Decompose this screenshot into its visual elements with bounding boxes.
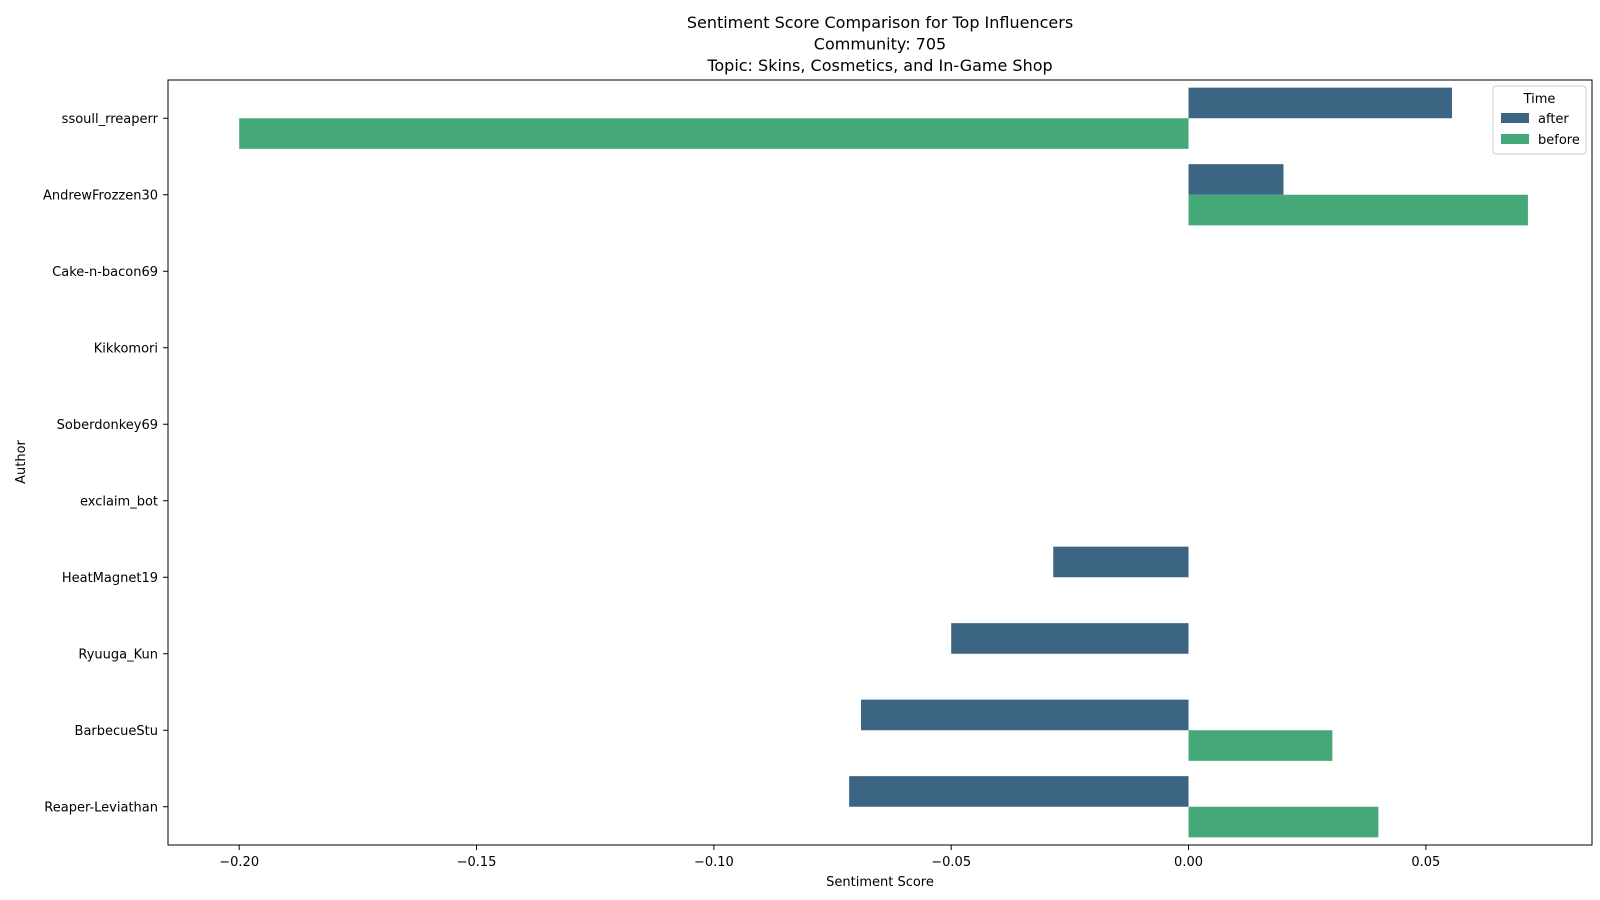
y-tick-label: Kikkomori [94, 341, 158, 356]
x-tick-label: 0.00 [1174, 855, 1203, 870]
y-axis-ticks: ssoull_rreaperr AndrewFrozzen30 Cake-n-bac… [43, 112, 168, 815]
x-tick-label: −0.15 [457, 855, 497, 870]
legend-title: Time [1523, 92, 1556, 107]
bar-after [1188, 164, 1284, 195]
bar-after [1188, 87, 1452, 119]
y-axis-label: Author [14, 439, 29, 483]
title-line: Topic: Skins, Cosmetics, and In-Game Sho… [706, 56, 1052, 75]
bar-after [861, 699, 1189, 731]
title-line: Sentiment Score Comparison for Top Influ… [687, 13, 1073, 32]
plot-area [167, 79, 1593, 846]
y-tick-label: AndrewFrozzen30 [43, 188, 158, 203]
bar-after [951, 623, 1189, 654]
x-tick-label: −0.20 [219, 855, 259, 870]
y-tick-label: Reaper-Leviathan [44, 800, 158, 815]
bar-before [1188, 194, 1528, 226]
title-line: Community: 705 [814, 35, 946, 54]
bar-after [849, 776, 1189, 807]
x-tick-label: 0.05 [1411, 855, 1440, 870]
x-axis-ticks: −0.20 −0.15 −0.10 −0.05 0.00 0.05 [219, 845, 1440, 870]
bar-before [1188, 806, 1379, 838]
y-tick-label: Soberdonkey69 [57, 418, 158, 433]
y-tick-label: ssoull_rreaperr [62, 112, 159, 127]
bar-before [239, 118, 1189, 149]
y-tick-label: Ryuuga_Kun [78, 647, 158, 662]
legend-swatch-after [1501, 113, 1529, 123]
legend-label-before: before [1538, 133, 1580, 148]
bar-before [1188, 730, 1333, 761]
y-tick-label: BarbecueStu [75, 724, 158, 739]
chart-title: Sentiment Score Comparison for Top Influ… [687, 13, 1073, 75]
bars-group [239, 87, 1528, 838]
legend: Time after before [1492, 85, 1587, 155]
y-tick-label: exclaim_bot [80, 494, 158, 509]
x-tick-label: −0.10 [694, 855, 734, 870]
y-tick-label: Cake-n-bacon69 [52, 265, 158, 280]
y-tick-label: HeatMagnet19 [62, 571, 158, 586]
x-axis-label: Sentiment Score [826, 875, 934, 890]
bar-after [1053, 546, 1189, 578]
legend-swatch-before [1501, 134, 1529, 144]
x-tick-label: −0.05 [931, 855, 971, 870]
legend-label-after: after [1538, 112, 1569, 127]
